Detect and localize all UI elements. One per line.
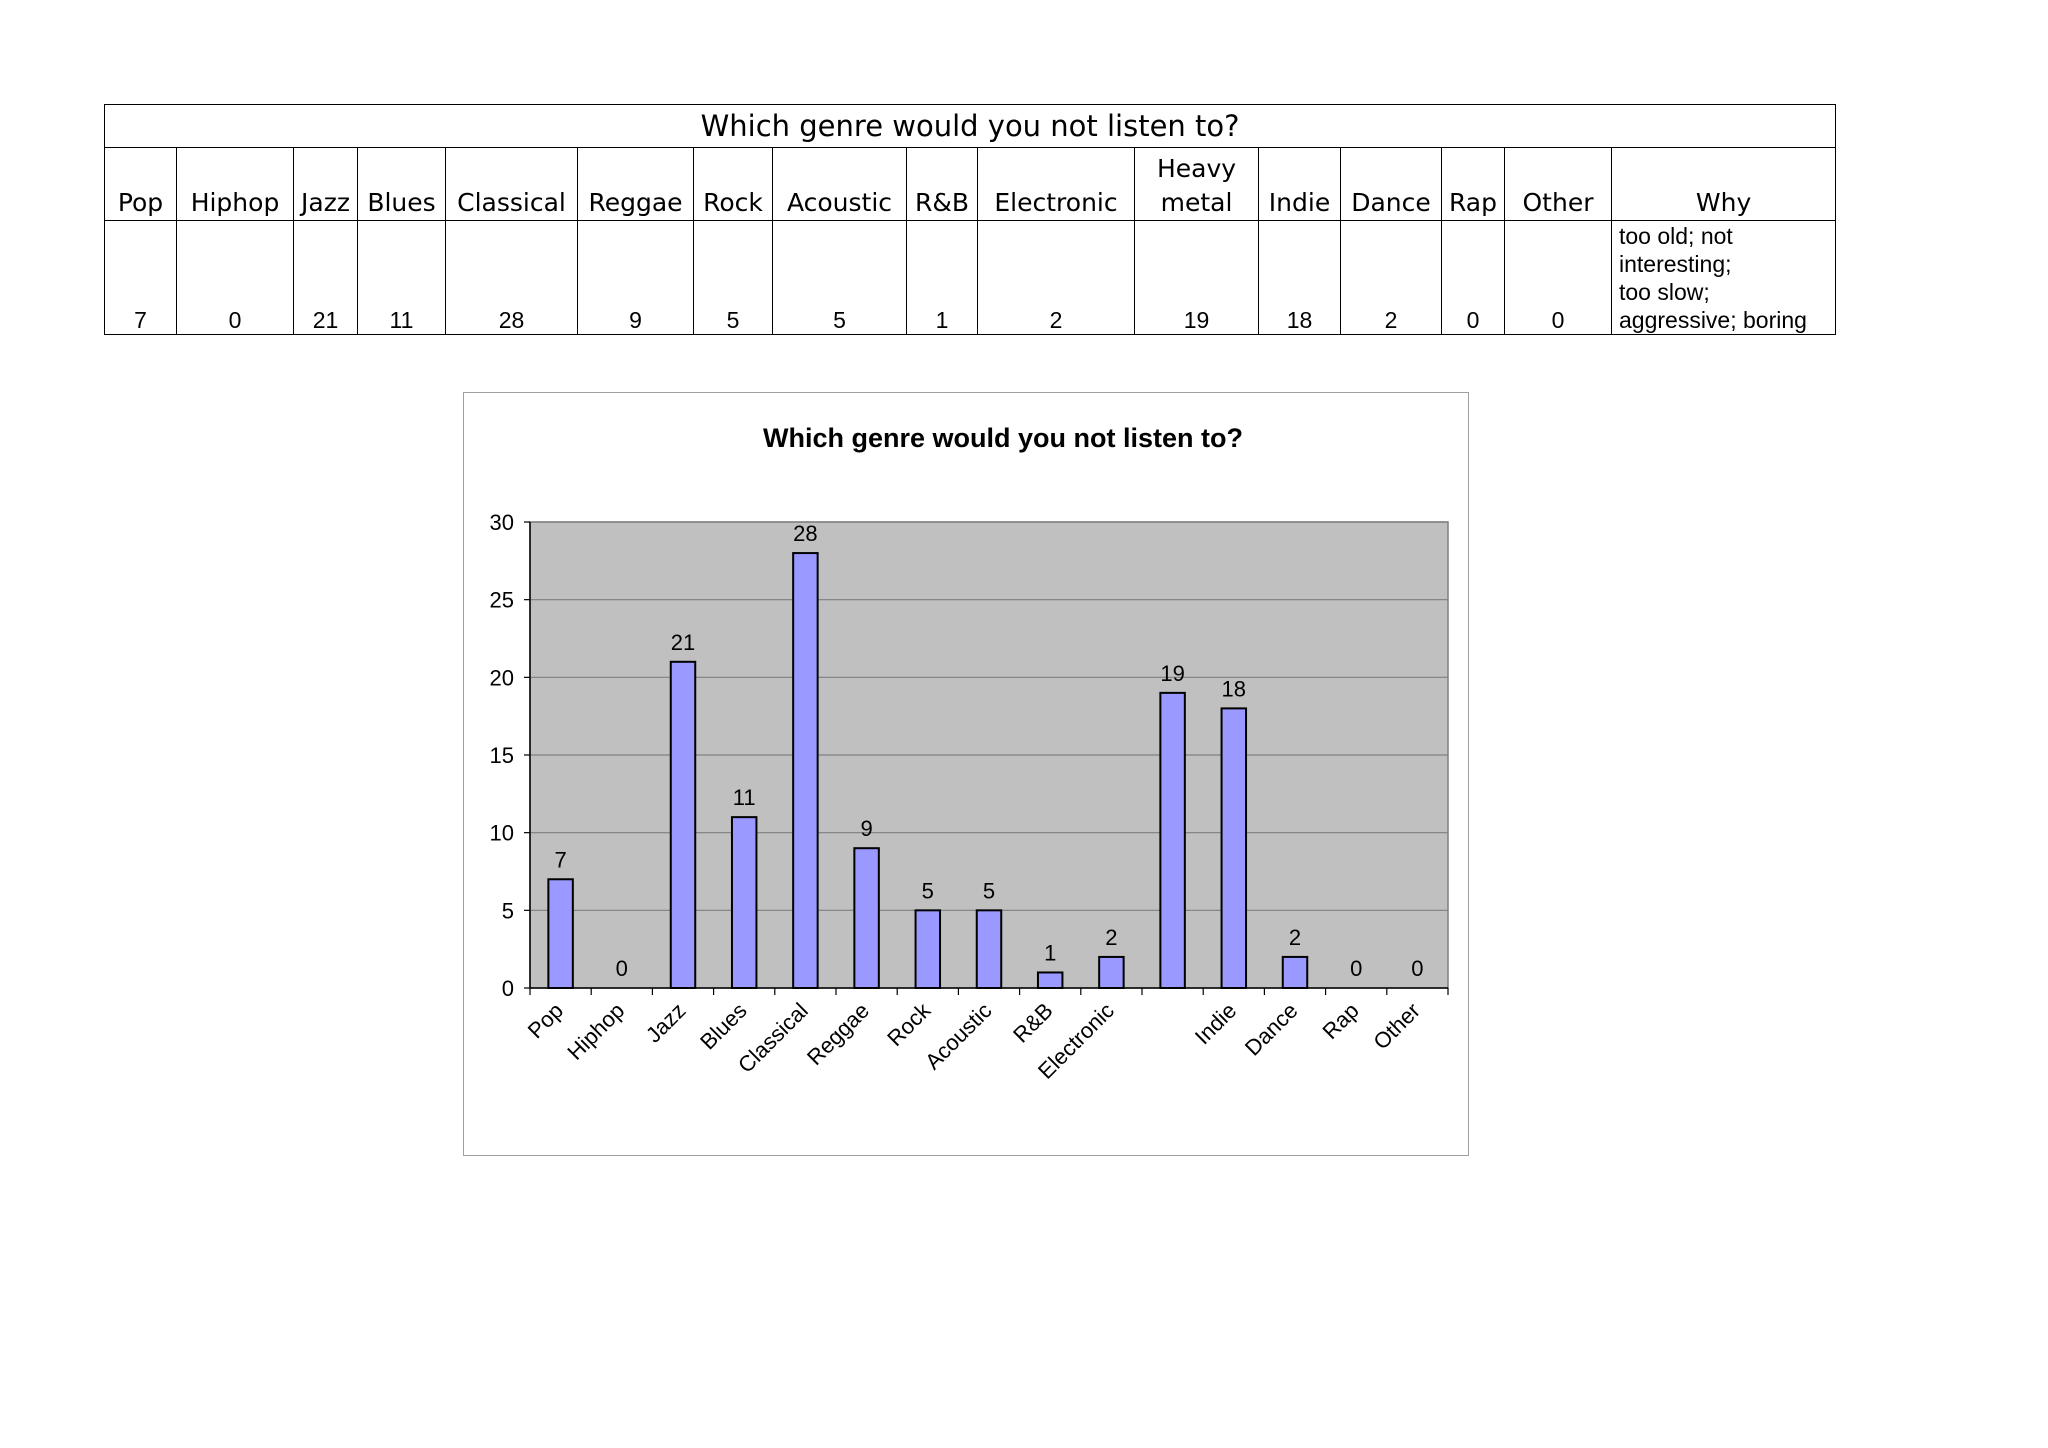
table-cell: 5: [693, 220, 773, 335]
column-header: Other: [1504, 147, 1612, 221]
table-header-row: Pop Hiphop Jazz Blues Classical Reggae Rock Aco…: [104, 147, 1837, 221]
column-header: Dance: [1340, 147, 1442, 221]
column-header: Reggae: [577, 147, 694, 221]
bar: [547, 878, 574, 989]
data-label: 5: [983, 878, 995, 903]
x-tick-label: Reggae: [802, 998, 874, 1070]
column-header: Acoustic: [772, 147, 907, 221]
column-header: Why: [1610, 147, 1837, 221]
x-tick-label: Acoustic: [920, 998, 996, 1074]
table-cell: 28: [445, 220, 578, 335]
table-row: 7 0 21 11 28 9 5 5 1 2 19 18 2 0 0 too old; not interes…: [104, 220, 1837, 335]
x-tick-label: Rock: [882, 997, 936, 1051]
column-header: Hiphop: [176, 147, 294, 221]
y-tick-label: 30: [490, 510, 514, 535]
bar: [975, 909, 1003, 989]
x-tick-label: Rap: [1318, 998, 1364, 1044]
bar: [792, 552, 819, 989]
x-tick-label: Jazz: [641, 998, 691, 1048]
data-label: 5: [922, 878, 934, 903]
data-label: 18: [1222, 676, 1246, 701]
table-cell: 11: [357, 220, 446, 335]
table-cell: 2: [977, 220, 1135, 335]
column-header: Rock: [693, 147, 773, 221]
bar: [1220, 707, 1248, 989]
data-label: 21: [671, 630, 695, 655]
x-tick-label: Blues: [695, 998, 752, 1055]
column-header: Indie: [1258, 147, 1341, 221]
data-label: 2: [1289, 925, 1301, 950]
x-tick-label: R&B: [1008, 998, 1058, 1048]
table-cell: 1: [906, 220, 978, 335]
bar: [1036, 971, 1064, 990]
data-label: 9: [860, 816, 872, 841]
column-header: Blues: [357, 147, 446, 221]
column-header: Heavy metal: [1134, 147, 1259, 221]
bar: [669, 660, 697, 989]
y-tick-label: 5: [502, 898, 514, 923]
table-cell: 5: [772, 220, 907, 335]
x-tick-label: Hiphop: [562, 998, 629, 1065]
data-label: 19: [1160, 661, 1184, 686]
bar: [1098, 955, 1125, 990]
data-label: 11: [733, 785, 756, 810]
table-cell: 2: [1340, 220, 1442, 335]
data-label: 1: [1044, 940, 1056, 965]
table-title: Which genre would you not listen to?: [103, 104, 1837, 148]
table-cell: 0: [176, 220, 294, 335]
bar-chart: Which genre would you not listen to? 7 0 2…: [490, 423, 1449, 1084]
table-cell: 9: [577, 220, 694, 335]
bar: [730, 816, 758, 989]
column-header: Jazz: [293, 147, 358, 221]
table-cell: 0: [1504, 220, 1612, 335]
y-tick-label: 15: [490, 743, 514, 768]
bar: [914, 909, 942, 989]
chart-title: Which genre would you not listen to?: [763, 423, 1243, 453]
x-tick-label: Pop: [523, 998, 568, 1043]
data-label: 2: [1105, 925, 1117, 950]
bar: [853, 847, 880, 990]
table-cell: 19: [1134, 220, 1259, 335]
column-header: Rap: [1441, 147, 1505, 221]
column-header: Pop: [104, 147, 177, 221]
why-cell: too old; not interesting; too slow; aggr…: [1610, 220, 1837, 335]
column-header: R&B: [906, 147, 978, 221]
x-tick-label: Indie: [1190, 998, 1241, 1049]
data-label: 0: [1350, 956, 1362, 981]
y-tick-label: 0: [502, 976, 514, 1001]
data-label: 0: [1411, 956, 1423, 981]
data-label: 28: [793, 521, 817, 546]
column-header: Classical: [445, 147, 578, 221]
bars: [547, 552, 1309, 990]
y-tick-label: 25: [490, 588, 514, 613]
column-header: Electronic: [977, 147, 1135, 221]
y-tick-label: 20: [490, 665, 514, 690]
bar: [1159, 691, 1186, 989]
y-tick-label: 10: [490, 821, 514, 846]
table-cell: 21: [293, 220, 358, 335]
table-cell: 7: [104, 220, 177, 335]
bar: [1281, 955, 1309, 990]
x-tick-label: Dance: [1240, 998, 1303, 1061]
table-cell: 18: [1258, 220, 1341, 335]
data-label: 7: [554, 847, 566, 872]
table-cell: 0: [1441, 220, 1505, 335]
survey-table: Which genre would you not listen to? Pop…: [103, 104, 1837, 335]
x-tick-label: Other: [1368, 998, 1425, 1055]
data-label: 0: [616, 956, 628, 981]
